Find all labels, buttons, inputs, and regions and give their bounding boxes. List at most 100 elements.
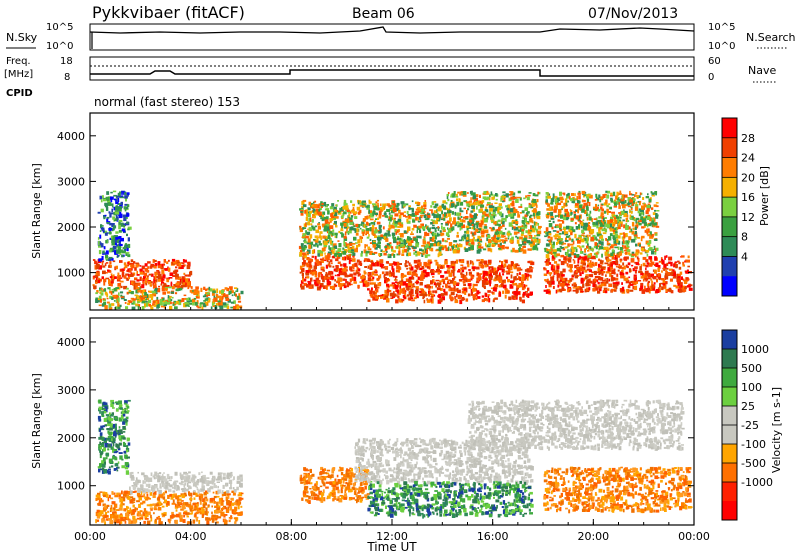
data-cell [667, 272, 670, 275]
data-cell [314, 200, 317, 203]
data-cell [118, 292, 120, 297]
date-title: 07/Nov/2013 [588, 6, 678, 22]
data-cell [369, 227, 372, 232]
data-cell [140, 491, 143, 496]
data-cell [589, 194, 593, 199]
data-cell [473, 226, 476, 231]
data-cell [385, 234, 388, 239]
data-cell [183, 514, 185, 518]
data-cell [154, 272, 158, 276]
data-cell [562, 242, 567, 245]
data-cell [497, 207, 502, 210]
data-cell [586, 206, 589, 211]
data-cell [466, 236, 469, 241]
data-cell [596, 233, 600, 237]
data-cell [343, 222, 347, 227]
data-cell [437, 264, 441, 269]
data-cell [367, 216, 371, 219]
data-cell [145, 277, 149, 281]
data-cell [306, 251, 309, 254]
data-cell [502, 191, 506, 194]
data-cell [416, 266, 419, 270]
data-cell [576, 264, 580, 267]
data-cell [100, 287, 103, 291]
data-cell [366, 207, 370, 210]
data-cell [605, 288, 608, 291]
data-cell [644, 229, 649, 233]
data-cell [334, 253, 337, 257]
data-cell [470, 291, 473, 296]
data-cell [340, 222, 344, 226]
data-cell [562, 248, 566, 251]
data-cell [578, 215, 581, 218]
data-cell [534, 194, 539, 197]
data-cell [421, 207, 425, 212]
data-cell [449, 248, 452, 251]
data-cell [389, 272, 393, 277]
data-cell [513, 283, 517, 286]
data-cell [621, 195, 624, 200]
data-cell [105, 272, 108, 274]
data-cell [498, 203, 502, 207]
data-cell [315, 208, 320, 212]
data-cell [526, 196, 530, 201]
data-cell [400, 201, 405, 205]
data-cell [598, 194, 601, 198]
data-cell [433, 210, 437, 214]
data-cell [457, 224, 461, 228]
data-cell [635, 280, 638, 282]
data-cell [601, 228, 606, 232]
data-cell [660, 282, 663, 285]
data-cell [609, 246, 614, 249]
data-cell [103, 217, 106, 220]
data-cell [426, 266, 430, 269]
data-cell [555, 289, 558, 294]
data-cell [337, 261, 341, 264]
data-cell [621, 210, 625, 215]
data-cell [583, 253, 587, 256]
data-cell [299, 271, 302, 274]
data-cell [411, 231, 413, 234]
data-cell [599, 199, 602, 203]
data-cell [638, 200, 642, 203]
data-cell [431, 285, 433, 289]
data-cell [578, 224, 580, 229]
data-cell [447, 228, 452, 233]
data-cell [483, 191, 487, 195]
data-cell [440, 266, 444, 269]
data-cell [488, 242, 491, 247]
data-cell [599, 245, 602, 250]
data-cell [365, 229, 369, 234]
data-cell [308, 227, 313, 232]
data-cell [106, 297, 109, 300]
data-cell [629, 199, 633, 203]
data-cell [677, 273, 681, 277]
data-cell [488, 259, 492, 264]
data-cell [600, 214, 603, 217]
data-cell [580, 222, 584, 227]
data-cell [488, 274, 492, 277]
data-cell [419, 281, 423, 286]
data-cell [522, 224, 525, 227]
data-cell [410, 245, 414, 248]
data-cell [437, 299, 442, 304]
data-cell [649, 288, 653, 291]
data-cell [305, 230, 307, 235]
data-cell [421, 272, 425, 275]
data-cell [510, 261, 514, 265]
data-cell [378, 227, 382, 230]
data-cell [104, 252, 107, 255]
data-cell [543, 273, 548, 276]
data-cell [511, 202, 515, 207]
power-data [92, 190, 693, 311]
data-cell [546, 251, 550, 254]
data-cell [634, 206, 638, 211]
data-cell [392, 263, 396, 265]
data-cell [349, 278, 352, 283]
data-cell [441, 232, 445, 236]
data-cell [383, 205, 385, 210]
data-cell [350, 267, 353, 272]
data-cell [618, 205, 621, 209]
data-cell [376, 199, 379, 202]
data-cell [510, 274, 513, 279]
